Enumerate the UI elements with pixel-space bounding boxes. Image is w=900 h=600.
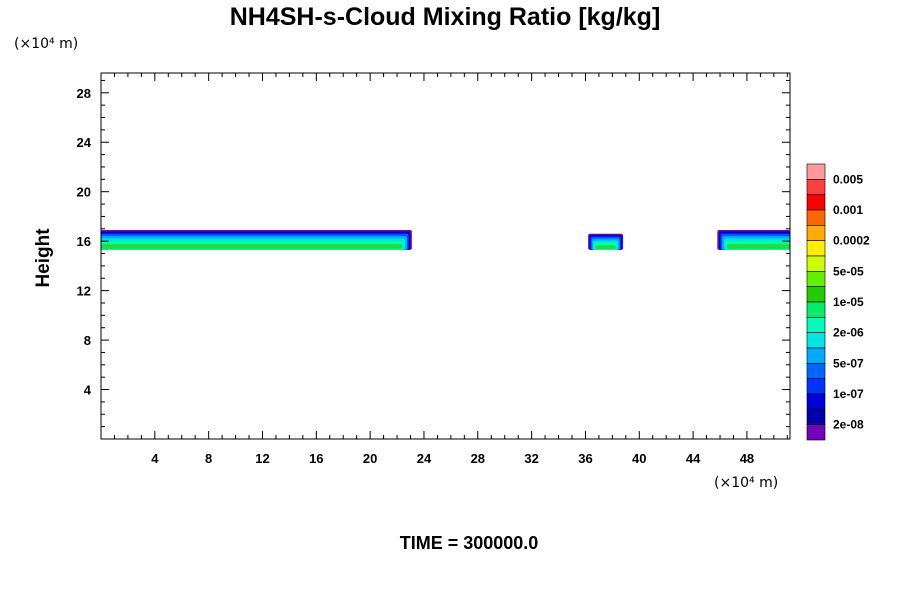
colorbar-swatch xyxy=(806,194,826,211)
y-tick-label: 24 xyxy=(77,135,92,150)
colorbar-swatch xyxy=(806,347,826,364)
colorbar-swatch xyxy=(806,363,826,379)
x-tick-label: 12 xyxy=(255,451,269,466)
x-tick-label: 48 xyxy=(740,451,754,466)
colorbar-label: 0.001 xyxy=(833,203,863,217)
colorbar-swatch xyxy=(806,378,826,395)
colorbar-label: 5e-07 xyxy=(833,356,864,370)
colorbar-swatch xyxy=(806,317,826,333)
y-tick-label: 16 xyxy=(77,234,91,249)
y-tick-label: 8 xyxy=(84,333,91,348)
colorbar-label: 0.0002 xyxy=(833,234,870,248)
time-label: TIME = 300000.0 xyxy=(400,533,539,553)
x-tick-label: 4 xyxy=(151,451,159,466)
x-tick-label: 32 xyxy=(524,451,538,466)
chart-title: NH4SH-s-Cloud Mixing Ratio [kg/kg] xyxy=(230,3,661,31)
y-tick-label: 12 xyxy=(77,284,91,299)
y-tick-label: 20 xyxy=(77,185,91,200)
x-tick-label: 16 xyxy=(309,451,323,466)
colorbar-swatch xyxy=(806,332,826,349)
cloud-layer xyxy=(101,244,403,249)
x-tick-label: 44 xyxy=(686,451,701,466)
colorbar-swatch xyxy=(806,286,826,303)
y-axis-unit: (×10⁴ m) xyxy=(14,36,78,52)
colorbar-label: 2e-08 xyxy=(833,418,864,432)
x-axis-unit: (×10⁴ m) xyxy=(714,475,778,491)
cloud-layer xyxy=(726,244,790,249)
plot-frame xyxy=(100,72,791,440)
y-tick-label: 4 xyxy=(84,383,92,398)
cloud-fields xyxy=(101,230,790,250)
x-tick-label: 40 xyxy=(632,451,646,466)
colorbar-swatch xyxy=(806,179,826,195)
colorbar-swatch xyxy=(806,240,826,257)
colorbar: 0.005 0.001 0.0002 5e-05 1e-05 2e-06 5e-07 1e-0… xyxy=(806,163,870,441)
colorbar-swatch xyxy=(806,424,826,441)
cloud-region xyxy=(101,230,412,250)
x-tick-label: 8 xyxy=(205,451,212,466)
x-tick-label: 20 xyxy=(363,451,377,466)
colorbar-label: 2e-06 xyxy=(833,326,864,340)
y-tick-label: 28 xyxy=(77,86,91,101)
colorbar-label: 5e-05 xyxy=(833,264,864,278)
colorbar-swatch xyxy=(806,301,826,318)
colorbar-swatch xyxy=(806,255,826,272)
colorbar-label: 0.005 xyxy=(833,172,863,186)
x-tick-label: 28 xyxy=(471,451,485,466)
x-tick-label: 36 xyxy=(578,451,592,466)
x-axis: 4 8 12 16 20 24 28 32 36 40 44 48 xyxy=(113,73,788,466)
x-tick-label: 24 xyxy=(417,451,432,466)
colorbar-swatch xyxy=(806,163,826,180)
colorbar-swatch xyxy=(806,409,826,425)
colorbar-swatch xyxy=(806,209,826,226)
colorbar-swatch xyxy=(806,271,826,287)
colorbar-label: 1e-05 xyxy=(833,295,864,309)
colorbar-label: 1e-07 xyxy=(833,387,864,401)
cloud-region xyxy=(717,230,790,250)
colorbar-swatch xyxy=(806,225,826,241)
colorbar-swatch xyxy=(806,393,826,410)
y-axis: 4 8 12 16 20 24 28 xyxy=(77,79,790,428)
y-axis-label: Height xyxy=(33,228,54,288)
cloud-layer xyxy=(595,245,616,250)
cloud-region xyxy=(588,233,624,250)
